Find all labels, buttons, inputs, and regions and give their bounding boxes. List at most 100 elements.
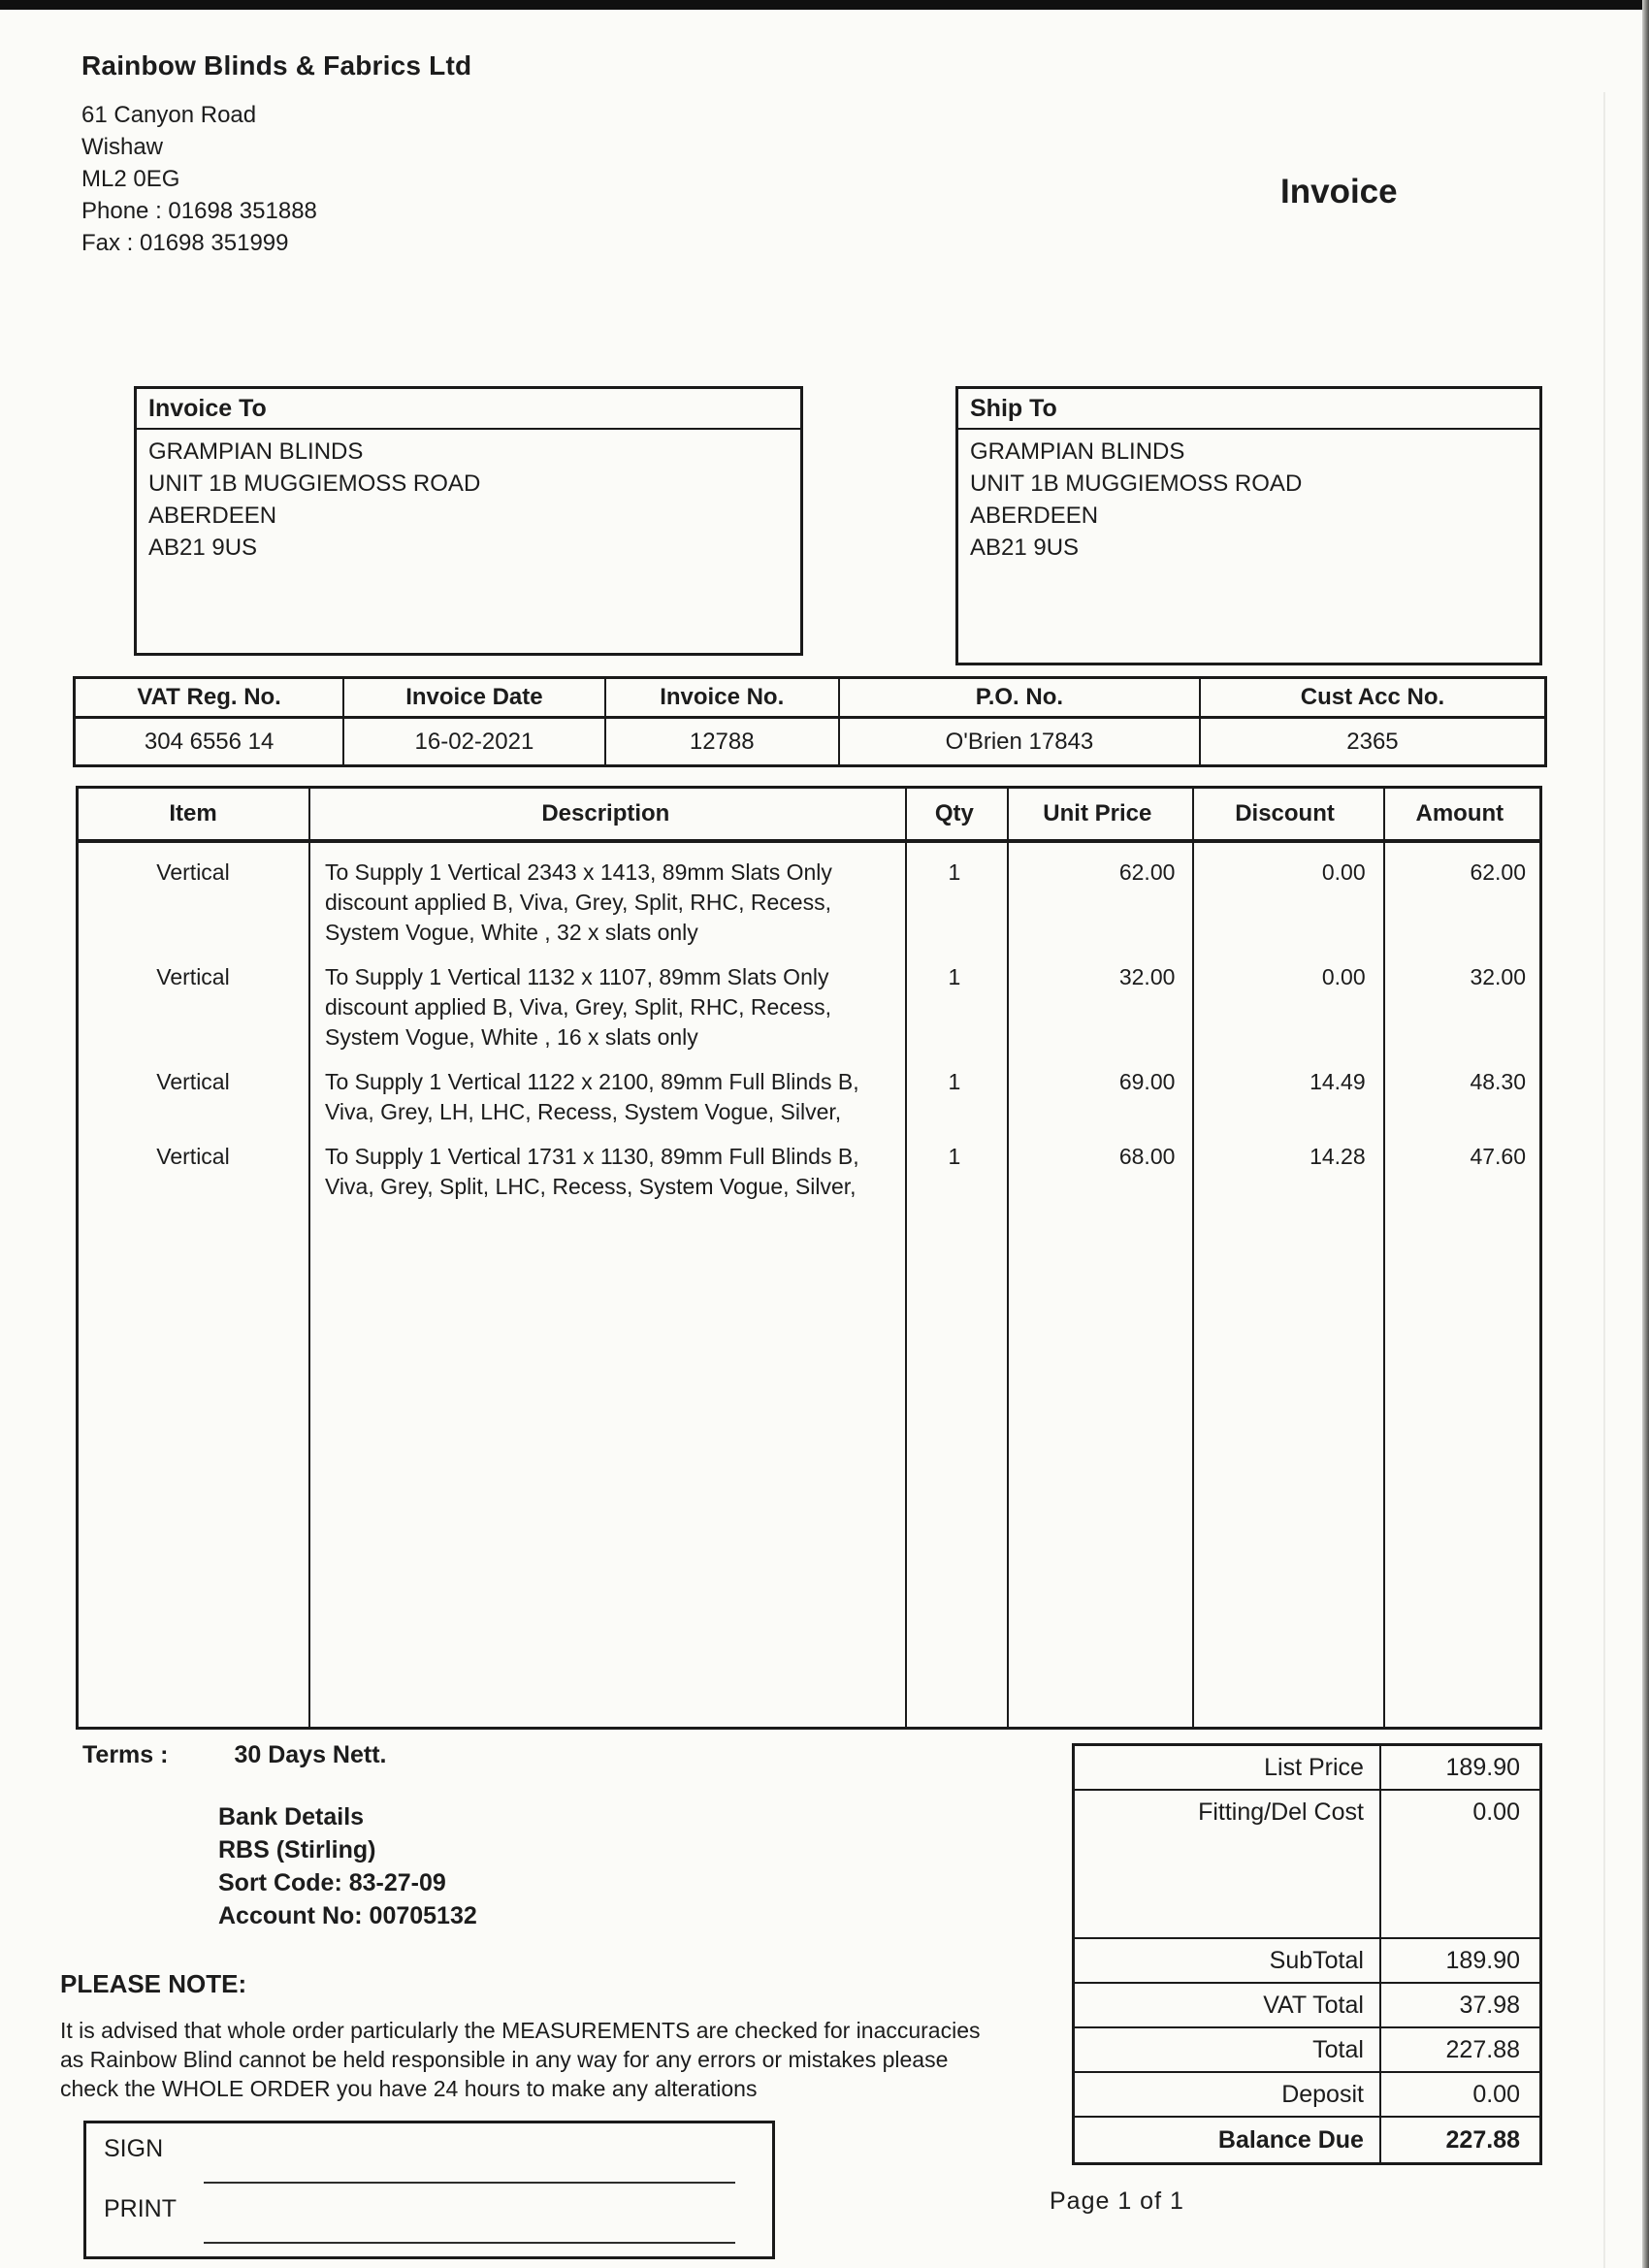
table-row: Vertical To Supply 1 Vertical 1132 x 110…	[79, 962, 1539, 1053]
unit-price-column-header: Unit Price	[1043, 800, 1152, 826]
ship-to-label: Ship To	[958, 389, 1539, 430]
page-number: Page 1 of 1	[1050, 2187, 1184, 2215]
bank-details: Bank Details RBS (Stirling) Sort Code: 83-…	[218, 1800, 477, 1932]
company-address: 61 Canyon Road Wishaw ML2 0EG Phone : 01698…	[81, 99, 471, 259]
items-header-row: Item Description Qty Unit Price Discount…	[79, 789, 1539, 843]
ship-to-line: AB21 9US	[970, 535, 1080, 561]
subtotal-row: SubTotal 189.90	[1075, 1939, 1539, 1984]
invoice-to-line: AB21 9US	[148, 535, 258, 561]
ship-to-line: GRAMPIAN BLINDS	[970, 438, 1185, 465]
vat-reg-header: VAT Reg. No.	[76, 679, 345, 719]
description-column-header: Description	[541, 800, 670, 826]
item-type-cell: Vertical	[156, 964, 230, 989]
invoice-to-line: ABERDEEN	[148, 502, 277, 529]
table-row: Vertical To Supply 1 Vertical 2343 x 141…	[79, 858, 1539, 948]
list-price-value: 189.90	[1445, 1753, 1520, 1781]
meta-header-row: VAT Reg. No. Invoice Date Invoice No. P.…	[76, 679, 1544, 719]
balance-due-value: 227.88	[1445, 2125, 1520, 2154]
unit-price-cell: 68.00	[1118, 1144, 1176, 1169]
unit-price-cell: 69.00	[1118, 1069, 1176, 1094]
list-price-row: List Price 189.90	[1075, 1746, 1539, 1791]
invoice-no-header: Invoice No.	[605, 679, 840, 719]
balance-due-label: Balance Due	[1075, 2118, 1381, 2162]
company-address-line: Wishaw	[81, 134, 164, 160]
invoice-meta-table: VAT Reg. No. Invoice Date Invoice No. P.…	[73, 676, 1547, 767]
sign-line	[204, 2182, 735, 2184]
unit-price-cell: 32.00	[1118, 964, 1176, 989]
amount-column-header: Amount	[1415, 800, 1504, 826]
line-items-table: Item Description Qty Unit Price Discount…	[76, 786, 1542, 1730]
vat-total-value: 37.98	[1459, 1991, 1520, 2019]
invoice-date-value: 16-02-2021	[344, 719, 606, 764]
invoice-date-header: Invoice Date	[344, 679, 606, 719]
deposit-value: 0.00	[1472, 2080, 1520, 2108]
invoice-to-line: UNIT 1B MUGGIEMOSS ROAD	[148, 470, 481, 497]
invoice-to-label: Invoice To	[137, 389, 800, 430]
vat-total-label: VAT Total	[1075, 1984, 1381, 2026]
ship-to-line: UNIT 1B MUGGIEMOSS ROAD	[970, 470, 1303, 497]
sign-label: SIGN	[104, 2135, 164, 2162]
fitting-del-cost-row: Fitting/Del Cost 0.00	[1075, 1791, 1539, 1939]
ship-to-box: Ship To GRAMPIAN BLINDS UNIT 1B MUGGIEMOS…	[955, 386, 1542, 665]
meta-value-row: 304 6556 14 16-02-2021 12788 O'Brien 178…	[76, 719, 1544, 764]
company-address-line: Phone : 01698 351888	[81, 198, 317, 224]
company-address-line: Fax : 01698 351999	[81, 230, 289, 256]
company-header: Rainbow Blinds & Fabrics Ltd 61 Canyon R…	[81, 50, 471, 259]
terms-row: Terms : 30 Days Nett.	[82, 1741, 386, 1769]
document-title: Invoice	[1280, 173, 1398, 211]
amount-cell: 62.00	[1470, 859, 1526, 885]
unit-price-cell: 62.00	[1118, 859, 1176, 885]
company-name: Rainbow Blinds & Fabrics Ltd	[81, 50, 472, 81]
items-body: Vertical To Supply 1 Vertical 2343 x 141…	[79, 858, 1539, 1202]
ship-to-address: GRAMPIAN BLINDS UNIT 1B MUGGIEMOSS ROAD AB…	[958, 430, 1539, 569]
fitting-del-cost-label: Fitting/Del Cost	[1075, 1791, 1381, 1937]
discount-cell: 14.28	[1310, 1144, 1366, 1169]
description-cell: To Supply 1 Vertical 1122 x 2100, 89mm F…	[325, 1069, 859, 1124]
discount-cell: 0.00	[1321, 964, 1366, 989]
invoice-to-address: GRAMPIAN BLINDS UNIT 1B MUGGIEMOSS ROAD AB…	[137, 430, 800, 569]
invoice-to-line: GRAMPIAN BLINDS	[148, 438, 364, 465]
total-value: 227.88	[1445, 2035, 1520, 2063]
discount-column-header: Discount	[1235, 800, 1335, 826]
scan-artifact-fold	[1603, 92, 1605, 2268]
deposit-row: Deposit 0.00	[1075, 2073, 1539, 2118]
qty-cell: 1	[948, 1069, 961, 1094]
column-divider	[1007, 789, 1009, 1727]
qty-column-header: Qty	[934, 800, 974, 826]
terms-label: Terms :	[82, 1741, 169, 1768]
scan-artifact-top	[0, 0, 1649, 10]
amount-cell: 47.60	[1470, 1144, 1526, 1169]
po-no-value: O'Brien 17843	[840, 719, 1201, 764]
print-line	[204, 2242, 735, 2244]
deposit-label: Deposit	[1075, 2073, 1381, 2116]
qty-cell: 1	[948, 859, 961, 885]
bank-details-line: RBS (Stirling)	[218, 1836, 376, 1863]
list-price-label: List Price	[1075, 1746, 1381, 1789]
item-column-header: Item	[169, 800, 217, 826]
vat-reg-value: 304 6556 14	[76, 719, 345, 764]
ship-to-line: ABERDEEN	[970, 502, 1099, 529]
please-note-heading: PLEASE NOTE:	[60, 1969, 247, 1998]
cust-acc-header: Cust Acc No.	[1200, 679, 1544, 719]
table-row: Vertical To Supply 1 Vertical 1122 x 210…	[79, 1067, 1539, 1127]
discount-cell: 0.00	[1321, 859, 1366, 885]
amount-cell: 32.00	[1470, 964, 1526, 989]
item-type-cell: Vertical	[156, 1069, 230, 1094]
signature-box: SIGN PRINT	[83, 2121, 775, 2259]
description-cell: To Supply 1 Vertical 1731 x 1130, 89mm F…	[325, 1144, 859, 1199]
balance-due-row: Balance Due 227.88	[1075, 2118, 1539, 2162]
discount-cell: 14.49	[1310, 1069, 1366, 1094]
company-address-line: 61 Canyon Road	[81, 102, 257, 128]
column-divider	[905, 789, 907, 1727]
item-type-cell: Vertical	[156, 859, 230, 885]
please-note-body: It is advised that whole order particula…	[60, 2018, 981, 2101]
description-cell: To Supply 1 Vertical 2343 x 1413, 89mm S…	[325, 859, 832, 945]
column-divider	[308, 789, 310, 1727]
description-cell: To Supply 1 Vertical 1132 x 1107, 89mm S…	[325, 964, 831, 1050]
column-divider	[1383, 789, 1385, 1727]
po-no-header: P.O. No.	[839, 679, 1201, 719]
subtotal-label: SubTotal	[1075, 1939, 1381, 1982]
print-label: PRINT	[104, 2195, 177, 2222]
bank-details-line: Bank Details	[218, 1803, 365, 1831]
